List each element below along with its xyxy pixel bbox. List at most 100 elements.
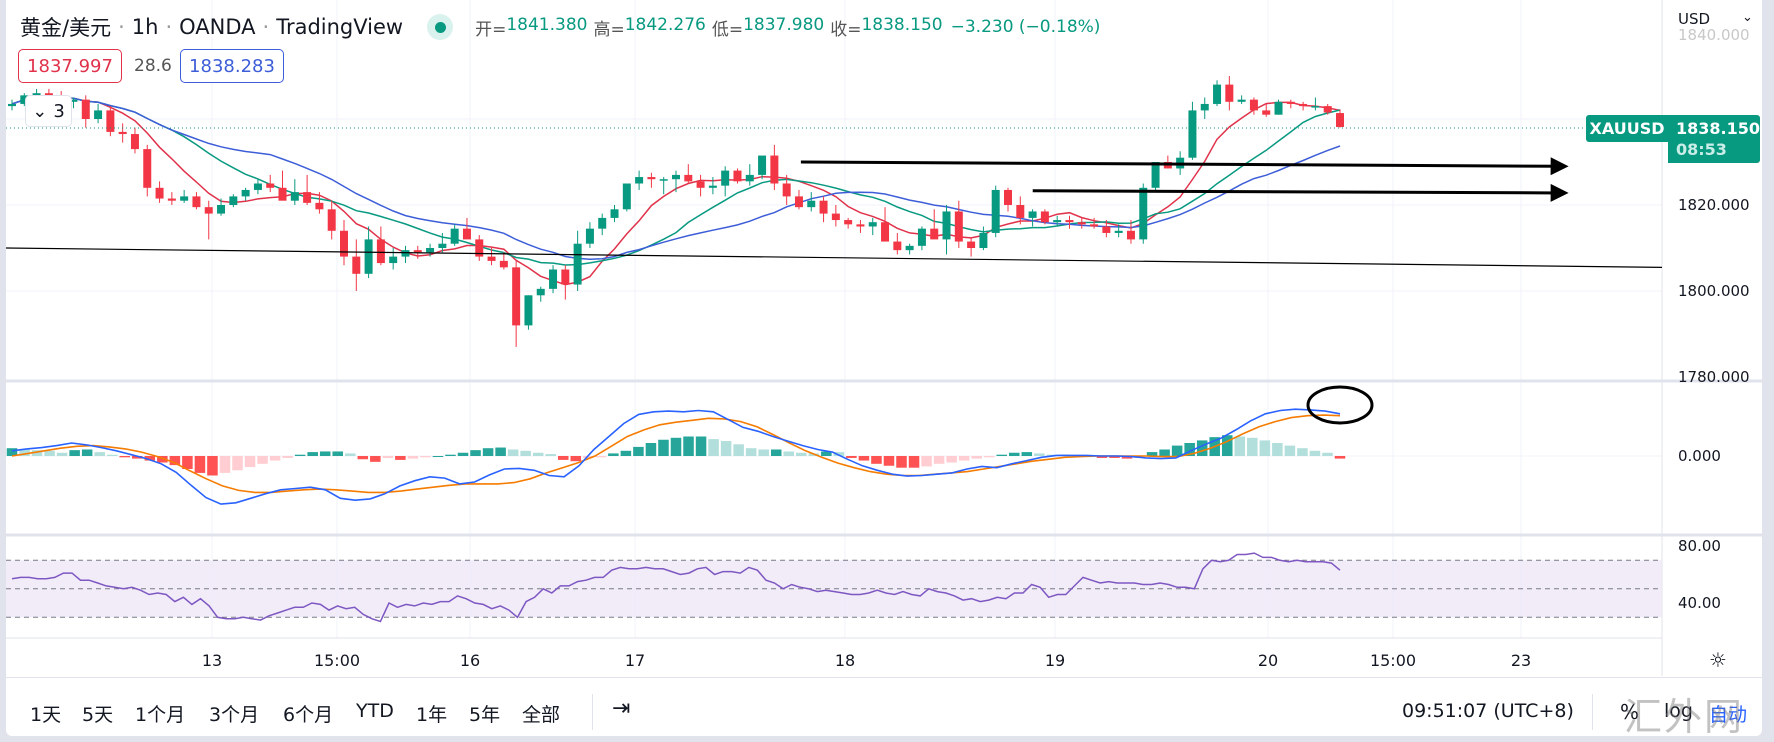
data-source: TradingView [276, 15, 404, 39]
macd-bar [858, 456, 870, 461]
range-1d[interactable]: 1天 [30, 704, 62, 726]
range-1m[interactable]: 1个月 [135, 704, 186, 726]
market-status-icon[interactable] [427, 14, 454, 40]
annotation-circle[interactable] [1306, 385, 1374, 425]
indicators-collapse-button[interactable]: ⌄ 3 [25, 95, 72, 127]
calendar-goto-icon[interactable]: ⇥ [612, 696, 631, 721]
macd-bar [1109, 456, 1120, 458]
candle [1274, 99, 1283, 115]
macd-bar [157, 456, 168, 463]
candle-body [1090, 224, 1099, 227]
candle [807, 192, 816, 212]
range-5y[interactable]: 5年 [469, 704, 501, 726]
currency-select[interactable]: USD [1678, 10, 1711, 28]
macd-bar [269, 456, 281, 461]
time-tick: 13 [201, 651, 223, 670]
candle [315, 192, 324, 214]
macd-bar [796, 452, 807, 456]
macd-bar [319, 451, 331, 456]
macd-bar [407, 456, 419, 459]
time-tick: 18 [834, 651, 856, 670]
log-scale-toggle[interactable]: log [1664, 700, 1693, 722]
buy-button[interactable]: 1838.283 [180, 49, 284, 83]
candle-body [1249, 99, 1258, 111]
candle-body [1077, 222, 1086, 225]
candle-body [217, 205, 226, 214]
range-5d[interactable]: 5天 [82, 704, 114, 726]
candle [1163, 155, 1172, 169]
candle [1077, 217, 1086, 229]
auto-scale-toggle[interactable]: 自动 [1709, 704, 1748, 726]
macd-bar [1309, 450, 1321, 456]
candle-body [487, 256, 496, 261]
candle [376, 226, 385, 266]
toolbar-divider [1592, 694, 1593, 730]
candle [241, 187, 250, 201]
candle [598, 213, 607, 236]
macd-bar [532, 452, 544, 456]
charts-area[interactable]: 黄金/美元 · 1h · OANDA · TradingView 开= 1841.… [5, 0, 1762, 676]
range-ytd[interactable]: YTD [356, 700, 394, 722]
candle-body [536, 288, 545, 296]
range-all[interactable]: 全部 [522, 704, 561, 726]
candle [672, 170, 680, 193]
macd-bar [971, 456, 982, 459]
bar-countdown: 08:53 [1676, 140, 1727, 159]
range-3m[interactable]: 3个月 [209, 704, 260, 726]
interval[interactable]: 1h [131, 15, 159, 39]
percent-scale-toggle[interactable]: % [1620, 700, 1640, 724]
candle [967, 237, 976, 257]
candle-body [733, 170, 742, 182]
sell-button[interactable]: 1837.997 [18, 49, 122, 83]
candle [745, 164, 754, 186]
macd-bar [871, 456, 882, 464]
macd-bar [1146, 452, 1158, 456]
candle [130, 127, 139, 154]
settings-gear-icon[interactable]: ☼ [1709, 648, 1727, 672]
rsi-tick: 80.00 [1678, 537, 1721, 555]
candle [708, 177, 717, 195]
macd-bar [1221, 435, 1233, 456]
candle [143, 144, 152, 197]
clock-timezone[interactable]: 09:51:07 (UTC+8) [1402, 700, 1574, 722]
chart-legend: 黄金/美元 · 1h · OANDA · TradingView 开= 1841.… [20, 12, 1100, 42]
macd-bar [645, 443, 657, 456]
grid-lines [6, 0, 1662, 638]
candle-body [340, 230, 348, 257]
candle-body [1336, 113, 1344, 127]
price-tick: 1800.000 [1678, 282, 1750, 300]
time-tick: 15:00 [313, 651, 361, 670]
macd-tick: 0.000 [1678, 447, 1721, 465]
range-1y[interactable]: 1年 [416, 704, 448, 726]
symbol-title[interactable]: 黄金/美元 [20, 16, 112, 40]
macd-bar [896, 456, 907, 468]
candle [512, 260, 521, 347]
candles [8, 76, 1344, 347]
candle-body [1225, 84, 1234, 102]
candle [635, 170, 644, 190]
macd-bar [182, 456, 193, 469]
candle-body [401, 250, 410, 257]
candle-body [364, 239, 373, 274]
macd-bar [933, 456, 945, 464]
candle-body [438, 243, 447, 248]
ma-mid-line [11, 96, 1341, 266]
macd-bar [19, 449, 30, 456]
candle [352, 239, 361, 291]
macd-bar [294, 454, 306, 456]
candle [659, 177, 668, 195]
candle [1311, 97, 1320, 111]
macd-bar [570, 456, 582, 462]
candle [1139, 183, 1148, 244]
macd-bar [432, 456, 444, 457]
chevron-down-icon[interactable]: ⌄ [1742, 10, 1753, 25]
chart-canvas[interactable] [5, 0, 1762, 676]
range-6m[interactable]: 6个月 [283, 704, 334, 726]
candle-body [118, 131, 127, 135]
candle-body [352, 256, 361, 274]
macd-bar [1184, 443, 1195, 456]
candle [893, 232, 902, 255]
candle-body [450, 228, 459, 244]
candle-body [991, 189, 1000, 233]
chevron-down-icon: ⌄ [32, 100, 48, 122]
